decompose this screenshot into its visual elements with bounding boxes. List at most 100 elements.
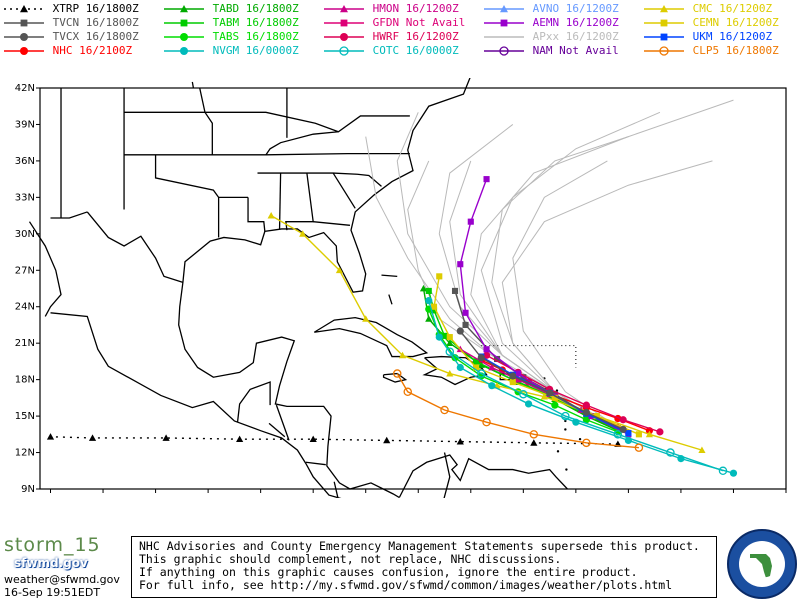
- island: [565, 468, 568, 471]
- lon-label: 100W: [141, 497, 170, 498]
- legend-label: HMON 16/1200Z: [366, 2, 459, 15]
- track-point: [419, 284, 428, 292]
- coastline-pacific: [50, 312, 342, 498]
- legend-symbol: [4, 19, 44, 27]
- lon-label: 55W: [617, 497, 640, 498]
- track-point: [509, 372, 517, 380]
- coastline-south-america: [398, 454, 568, 498]
- track-cotc: [445, 347, 728, 476]
- track-point: [472, 364, 480, 371]
- track-point: [718, 466, 728, 476]
- lon-label: 85W: [302, 497, 325, 498]
- agency-logo: sfwmd.gov: [14, 556, 88, 570]
- coastline-central-america: [178, 282, 400, 498]
- track-point: [729, 469, 738, 477]
- track-point: [545, 389, 554, 397]
- track-point: [392, 369, 402, 378]
- lat-label: 18N: [15, 375, 35, 386]
- track-point: [430, 303, 438, 310]
- lon-label: 65W: [512, 497, 535, 498]
- legend-label: APxx 16/1200Z: [526, 30, 619, 43]
- track-point: [561, 411, 570, 421]
- track-point: [634, 443, 644, 452]
- track-point: [299, 230, 307, 237]
- track-point: [483, 346, 490, 353]
- track-point: [435, 333, 443, 341]
- lon-label: 70W: [459, 497, 482, 498]
- lon-label: 40W: [775, 497, 798, 498]
- track-point: [551, 394, 558, 401]
- border-state: [332, 172, 356, 209]
- track-point: [425, 287, 432, 294]
- track-point: [467, 218, 474, 225]
- ensemble-track: [396, 112, 629, 435]
- legend-label: TVCX 16/1800Z: [46, 30, 139, 43]
- border-state: [247, 197, 266, 232]
- legend-label: CEMN 16/1200Z: [686, 16, 779, 29]
- lat-label: 39N: [15, 119, 35, 130]
- border-colombia-venezuela: [443, 452, 451, 498]
- legend-marker: [180, 19, 188, 27]
- border-state: [191, 81, 195, 89]
- legend-marker: [340, 19, 348, 27]
- island-cuba: [313, 317, 429, 358]
- legend-marker: [339, 46, 349, 56]
- track-point: [46, 433, 55, 440]
- track-point: [462, 309, 469, 316]
- island-bahamas: [381, 274, 398, 277]
- track-point: [582, 401, 590, 409]
- lat-label: 33N: [15, 192, 35, 203]
- track-point: [551, 401, 559, 409]
- legend-symbol: [164, 19, 204, 27]
- track-point: [456, 327, 464, 335]
- legend-label: UKM 16/1200Z: [686, 30, 773, 43]
- border-state: [199, 87, 213, 155]
- track-point: [529, 430, 539, 439]
- legend-label: NVGM 16/0000Z: [206, 44, 299, 57]
- lon-label: 75W: [407, 497, 430, 498]
- track-point: [519, 389, 528, 399]
- track-point: [362, 315, 370, 322]
- track-point: [456, 438, 464, 445]
- lat-label: 27N: [15, 265, 35, 276]
- island: [578, 437, 582, 441]
- track-point: [446, 369, 454, 377]
- legend-label: NAM Not Avail: [526, 44, 619, 57]
- border-state: [285, 172, 314, 231]
- track-point: [477, 354, 485, 362]
- track-point: [540, 393, 548, 400]
- legend-marker: [20, 47, 28, 55]
- track-point: [698, 446, 706, 453]
- legend-label: TABD 16/1800Z: [206, 2, 299, 15]
- track-point: [625, 430, 632, 437]
- track-point: [441, 332, 448, 339]
- track-point: [619, 416, 627, 424]
- track-tvcx: [456, 327, 627, 434]
- legend-item: TABD 16/1800Z: [162, 2, 299, 15]
- track-point: [635, 431, 642, 438]
- track-line: [396, 373, 639, 449]
- track-point: [88, 434, 97, 441]
- legend-marker: [499, 46, 509, 56]
- border-state: [313, 221, 351, 226]
- legend-item: UKM 16/1200Z: [642, 30, 772, 43]
- legend-marker: [20, 33, 28, 41]
- legend-label: TVCN 16/1800Z: [46, 16, 139, 29]
- disclaimer-line: For full info, see http://my.sfwmd.gov/s…: [139, 578, 673, 592]
- lon-label: 45W: [722, 497, 745, 498]
- legend-item: CLP5 16/1800Z: [642, 44, 779, 57]
- legend-item: XTRP 16/1800Z: [2, 2, 139, 15]
- track-point: [582, 438, 591, 448]
- legend-item: TABM 16/1800Z: [162, 16, 299, 29]
- lat-label: 21N: [15, 338, 35, 349]
- timestamp: 16-Sep 19:51EDT: [4, 586, 101, 599]
- legend-marker: [340, 33, 348, 41]
- lat-label: 36N: [15, 156, 35, 167]
- map-axes: 42N 39N 36N 33N 30N 27N 24N 21N 18N 15N 12N 9N 110W 1…: [15, 83, 798, 498]
- disclaimer-line: NHC Advisories and County Emergency Mana…: [139, 539, 700, 553]
- legend-symbol: [644, 33, 684, 41]
- disclaimer-line: If anything on this graphic causes confu…: [139, 565, 638, 579]
- legend-symbol: [484, 36, 524, 38]
- legend-symbol: [644, 46, 684, 56]
- legend-symbol: [324, 5, 364, 13]
